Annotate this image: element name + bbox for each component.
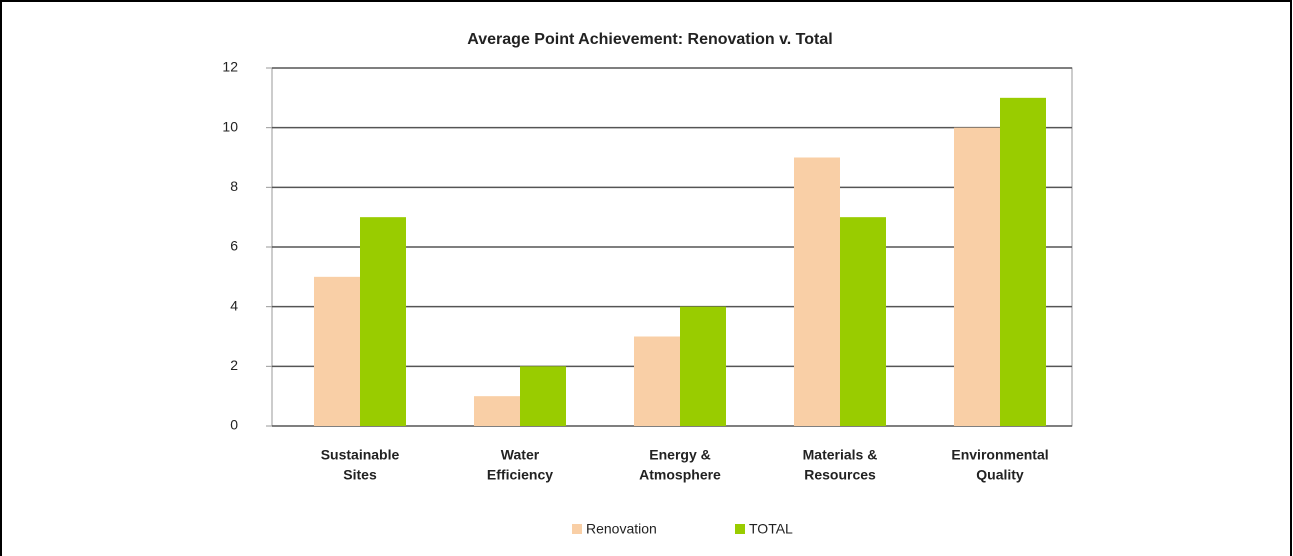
bar: [954, 127, 1000, 427]
bar: [520, 366, 566, 426]
y-tick-label: 6: [230, 238, 238, 254]
bar: [794, 157, 840, 426]
bar: [634, 336, 680, 426]
x-tick-label: Environmental: [951, 447, 1048, 463]
legend-swatch: [572, 524, 582, 534]
y-tick-label: 0: [230, 417, 238, 433]
y-tick-label: 4: [230, 297, 238, 313]
x-tick-label: Materials &: [803, 447, 878, 463]
y-tick-label: 8: [230, 178, 238, 194]
y-tick-label: 10: [222, 118, 238, 134]
y-tick-label: 12: [222, 59, 238, 75]
x-tick-label: Atmosphere: [639, 467, 721, 483]
bar: [680, 306, 726, 426]
bar: [314, 276, 360, 426]
x-tick-label: Resources: [804, 467, 876, 483]
legend-label: Renovation: [586, 521, 657, 537]
x-tick-label: Energy &: [649, 447, 710, 463]
bar: [360, 217, 406, 426]
x-tick-label: Efficiency: [487, 467, 553, 483]
y-tick-label: 2: [230, 357, 238, 373]
bar: [840, 217, 886, 426]
bar: [1000, 97, 1046, 426]
legend-label: TOTAL: [749, 521, 793, 537]
x-tick-label: Sustainable: [321, 447, 400, 463]
bar: [474, 396, 520, 426]
x-tick-label: Sites: [343, 467, 377, 483]
x-tick-label: Quality: [976, 467, 1024, 483]
x-tick-label: Water: [501, 447, 540, 463]
legend-swatch: [735, 524, 745, 534]
chart-title: Average Point Achievement: Renovation v.…: [467, 31, 832, 48]
